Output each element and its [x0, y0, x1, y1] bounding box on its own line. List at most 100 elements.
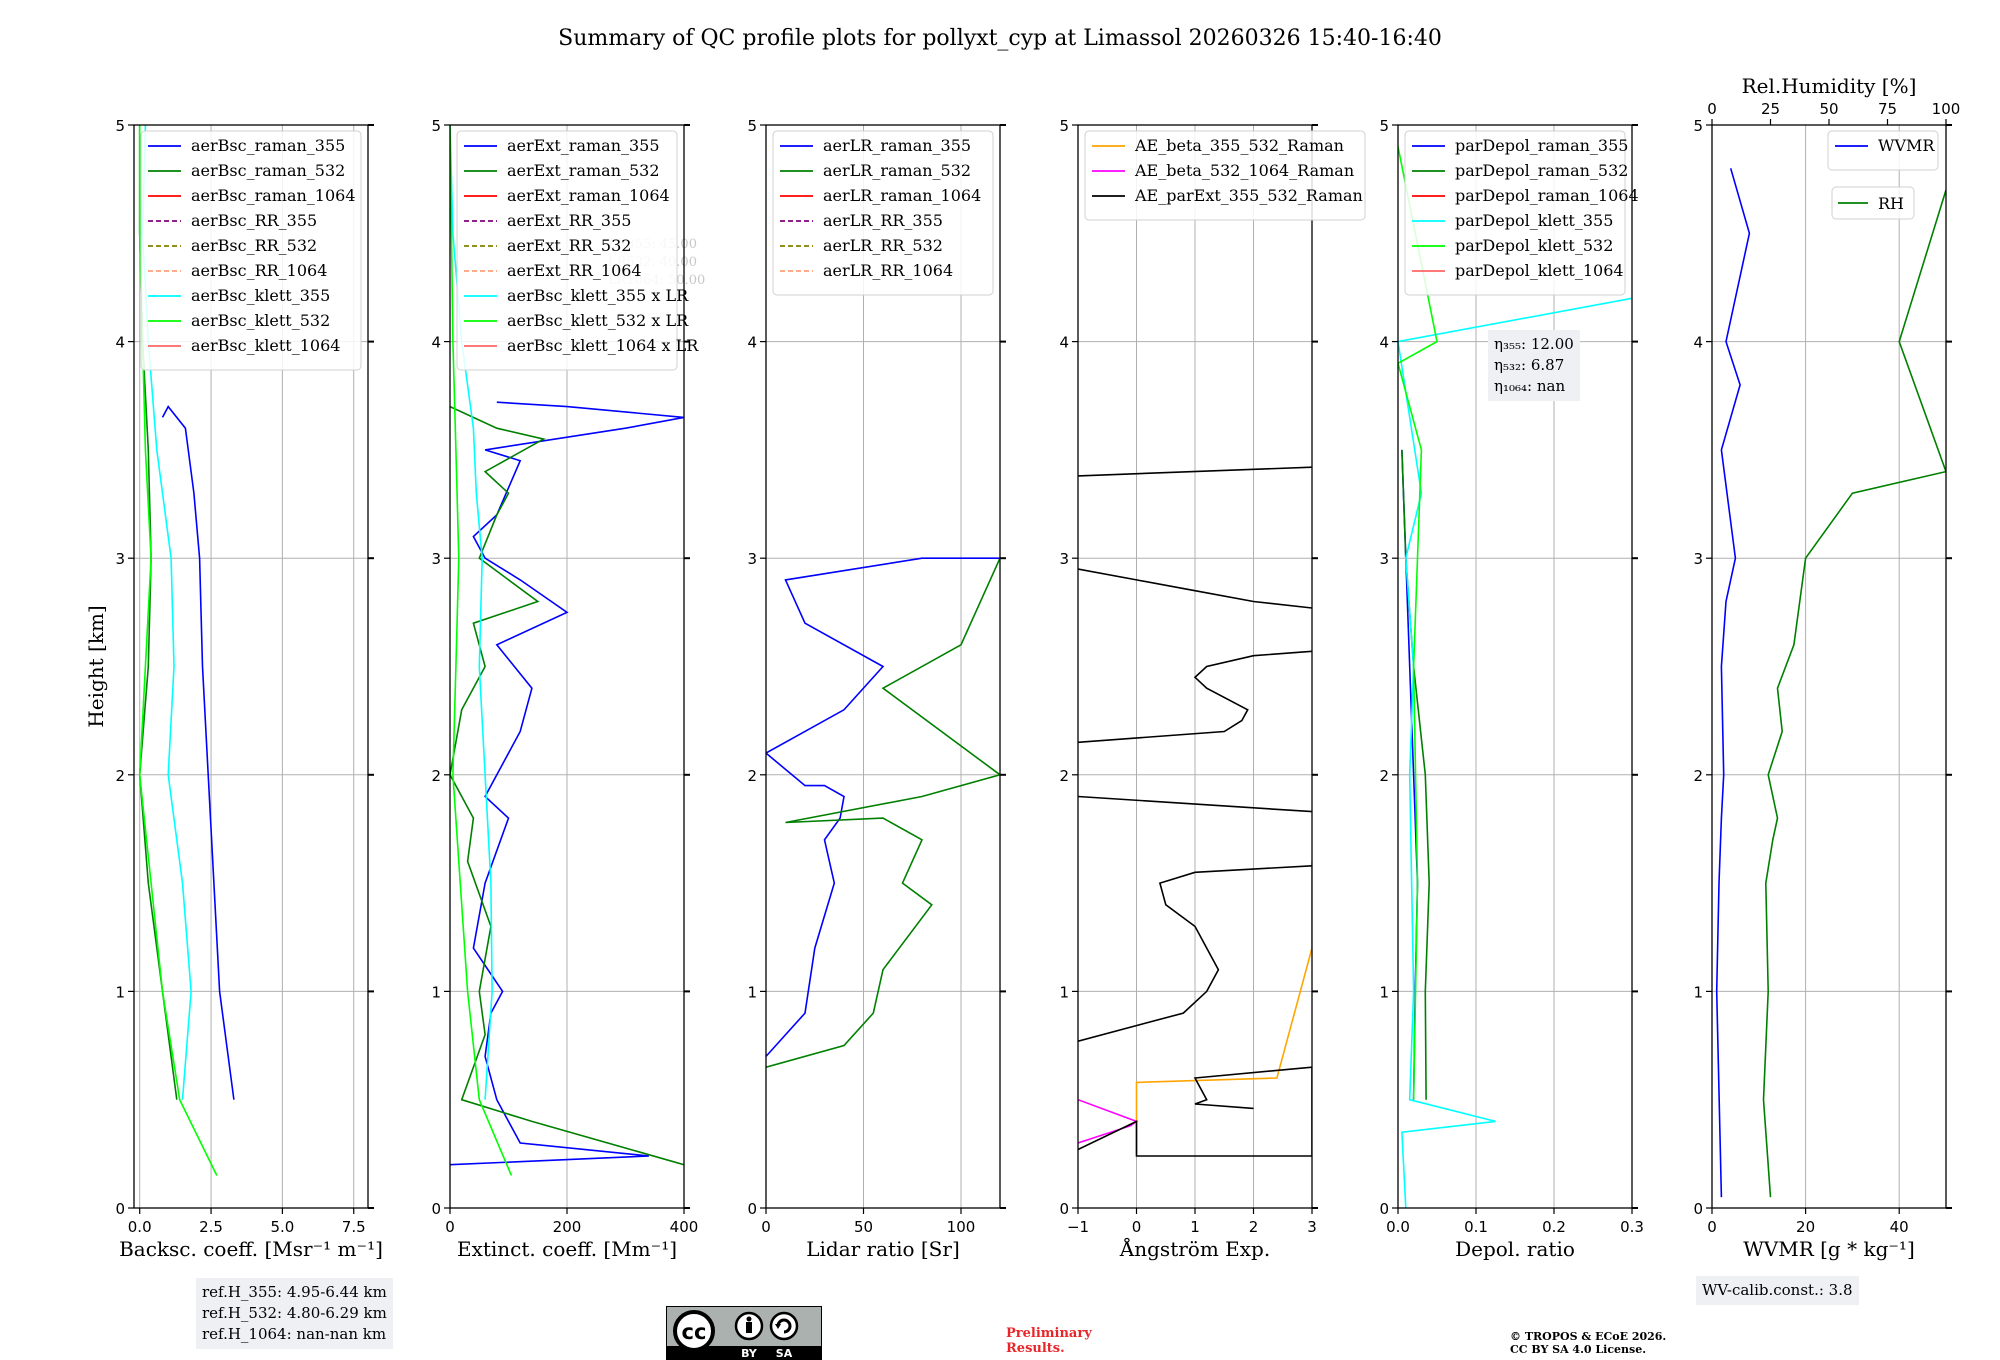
series-line-aerLR_raman_355: [766, 557, 1000, 1057]
series-line-parDepol_klett_355: [1398, 297, 1632, 1208]
series-group: [1078, 466, 1312, 1157]
x-tick-label: 2.5: [199, 1218, 223, 1236]
x-tick-label: −1: [1067, 1218, 1089, 1236]
eta-355: η₃₅₅: 12.00: [1494, 335, 1574, 353]
axes-frame: [1711, 124, 1947, 1209]
legend-label: aerLR_raman_532: [823, 161, 971, 180]
legend: aerExt_raman_355 aerExt_raman_532 aerExt_r…: [456, 130, 699, 371]
cc-badge-sa: SA: [776, 1347, 793, 1360]
legend: parDepol_raman_355 parDepol_raman_532 parD…: [1404, 130, 1639, 296]
legend-label: aerExt_raman_355: [507, 136, 660, 155]
y-tick-label: 4: [747, 334, 757, 352]
series-line-aerBsc_raman_355: [161, 405, 235, 1100]
cc-badge-by: BY: [741, 1347, 758, 1360]
legend-label: aerBsc_RR_532: [191, 236, 317, 255]
legend-label: aerExt_raman_532: [507, 161, 660, 180]
series-line-AE_parExt_355_532_Raman: [1078, 466, 1312, 477]
top-tick-label: 0: [1707, 100, 1717, 118]
axes-frame: [1397, 124, 1633, 1209]
legend-label: aerLR_raman_355: [823, 136, 971, 155]
legend-label: aerBsc_klett_532 x LR: [507, 311, 689, 330]
y-axis-label: Height [km]: [84, 605, 108, 727]
y-tick-label: 2: [747, 767, 757, 785]
series-line-RH: [1762, 189, 1946, 1198]
y-tick-label: 3: [115, 550, 125, 568]
top-tick-label: 100: [1932, 100, 1961, 118]
y-tick-label: 5: [1059, 117, 1069, 135]
eta-1064: η₁₀₆₄: nan: [1494, 377, 1566, 395]
series-line-parDepol_klett_532: [1398, 146, 1438, 1100]
y-tick-label: 4: [115, 334, 125, 352]
preliminary-line-1: Preliminary: [1006, 1326, 1092, 1341]
figure-title: Summary of QC profile plots for pollyxt_…: [558, 26, 1442, 51]
wv-calibration-box: WV-calib.const.: 3.8: [1696, 1276, 1859, 1305]
cc-badge-cc: cc: [682, 1320, 707, 1344]
series-line-aerBsc_klett_532 x LR: [450, 125, 513, 1176]
top-axis-label: Rel.Humidity [%]: [1742, 74, 1917, 98]
y-tick-label: 2: [115, 767, 125, 785]
legend: AE_beta_355_532_Raman AE_beta_532_1064_Ra…: [1084, 130, 1366, 221]
copyright-line-2: CC BY SA 4.0 License.: [1510, 1343, 1647, 1356]
x-tick-label: 0: [1707, 1218, 1717, 1236]
x-tick-label: 200: [553, 1218, 582, 1236]
preliminary-line-2: Results.: [1006, 1341, 1065, 1356]
y-tick-label: 1: [115, 983, 125, 1001]
legend: WVMR RH: [1827, 130, 1939, 220]
x-tick-label: 5.0: [270, 1218, 294, 1236]
y-tick-label: 4: [1379, 334, 1389, 352]
legend2-label: RH: [1878, 194, 1904, 213]
x-tick-label: 0: [1132, 1218, 1142, 1236]
legend-label: aerBsc_raman_355: [191, 136, 345, 155]
series-line-AE_parExt_355_532_Raman: [1078, 1066, 1312, 1157]
legend-label: aerBsc_klett_1064 x LR: [507, 336, 699, 355]
legend-label: aerLR_RR_532: [823, 236, 943, 255]
copyright-notice: © TROPOS & ECoE 2026. CC BY SA 4.0 Licen…: [1510, 1330, 1666, 1356]
sa-share-icon: [769, 1311, 799, 1341]
reference-height-box: ref.H_355: 4.95-6.44 km ref.H_532: 4.80-…: [196, 1278, 393, 1349]
y-tick-label: 1: [431, 983, 441, 1001]
legend-label: aerBsc_klett_1064: [191, 336, 340, 355]
y-tick-label: 4: [1059, 334, 1069, 352]
y-tick-label: 0: [1379, 1200, 1389, 1218]
x-tick-label: 20: [1796, 1218, 1815, 1236]
series-line-AE_parExt_355_532_Raman: [1078, 568, 1312, 609]
y-tick-label: 3: [1059, 550, 1069, 568]
x-axis-label: Backsc. coeff. [Msr⁻¹ m⁻¹]: [119, 1237, 383, 1261]
x-tick-label: 0.0: [1386, 1218, 1410, 1236]
wv-calibration-constant: WV-calib.const.: 3.8: [1702, 1281, 1853, 1299]
legend-label: aerBsc_raman_1064: [191, 186, 356, 205]
ref-height-1064: ref.H_1064: nan-nan km: [202, 1325, 387, 1343]
series-line-aerExt_raman_355: [450, 401, 684, 1166]
x-tick-label: 3: [1307, 1218, 1317, 1236]
y-tick-label: 4: [1693, 334, 1703, 352]
x-tick-label: 0: [445, 1218, 455, 1236]
legend-label: aerBsc_klett_355: [191, 286, 330, 305]
panel-depol: 0 1 2 3 4 5 0.0 0.1 0.2 0.3 Depol. ratio parDepol_r…: [1379, 117, 1643, 1261]
y-tick-label: 0: [431, 1200, 441, 1218]
legend-label: aerExt_raman_1064: [507, 186, 670, 205]
y-tick-label: 5: [1379, 117, 1389, 135]
series-line-AE_parExt_355_532_Raman: [1078, 650, 1312, 744]
y-tick-label: 3: [1693, 550, 1703, 568]
y-tick-label: 0: [1059, 1200, 1069, 1218]
eta-box: η₃₅₅: 12.00 η₅₃₂: 6.87 η₁₀₆₄: nan: [1488, 330, 1580, 401]
x-tick-label: 1: [1190, 1218, 1200, 1236]
legend-box: [140, 130, 362, 371]
y-tick-label: 2: [1379, 767, 1389, 785]
series-group: [766, 557, 1000, 1068]
grid-lines: [1077, 124, 1313, 1209]
series-line-aerLR_raman_532: [766, 557, 1000, 1068]
grid-lines: [1711, 124, 1946, 1209]
x-axis-label: Depol. ratio: [1455, 1237, 1575, 1261]
y-tick-label: 4: [431, 334, 441, 352]
legend-label: aerBsc_klett_532: [191, 311, 330, 330]
x-axis-label: Lidar ratio [Sr]: [806, 1237, 960, 1261]
legend-label: parDepol_klett_355: [1455, 211, 1613, 230]
x-tick-label: 0.1: [1464, 1218, 1488, 1236]
legend-box: [1404, 130, 1626, 296]
x-axis-label: WVMR [g * kg⁻¹]: [1743, 1237, 1915, 1261]
series-group: [1398, 146, 1632, 1208]
legend-label: AE_beta_532_1064_Raman: [1134, 161, 1354, 180]
x-tick-label: 400: [670, 1218, 699, 1236]
